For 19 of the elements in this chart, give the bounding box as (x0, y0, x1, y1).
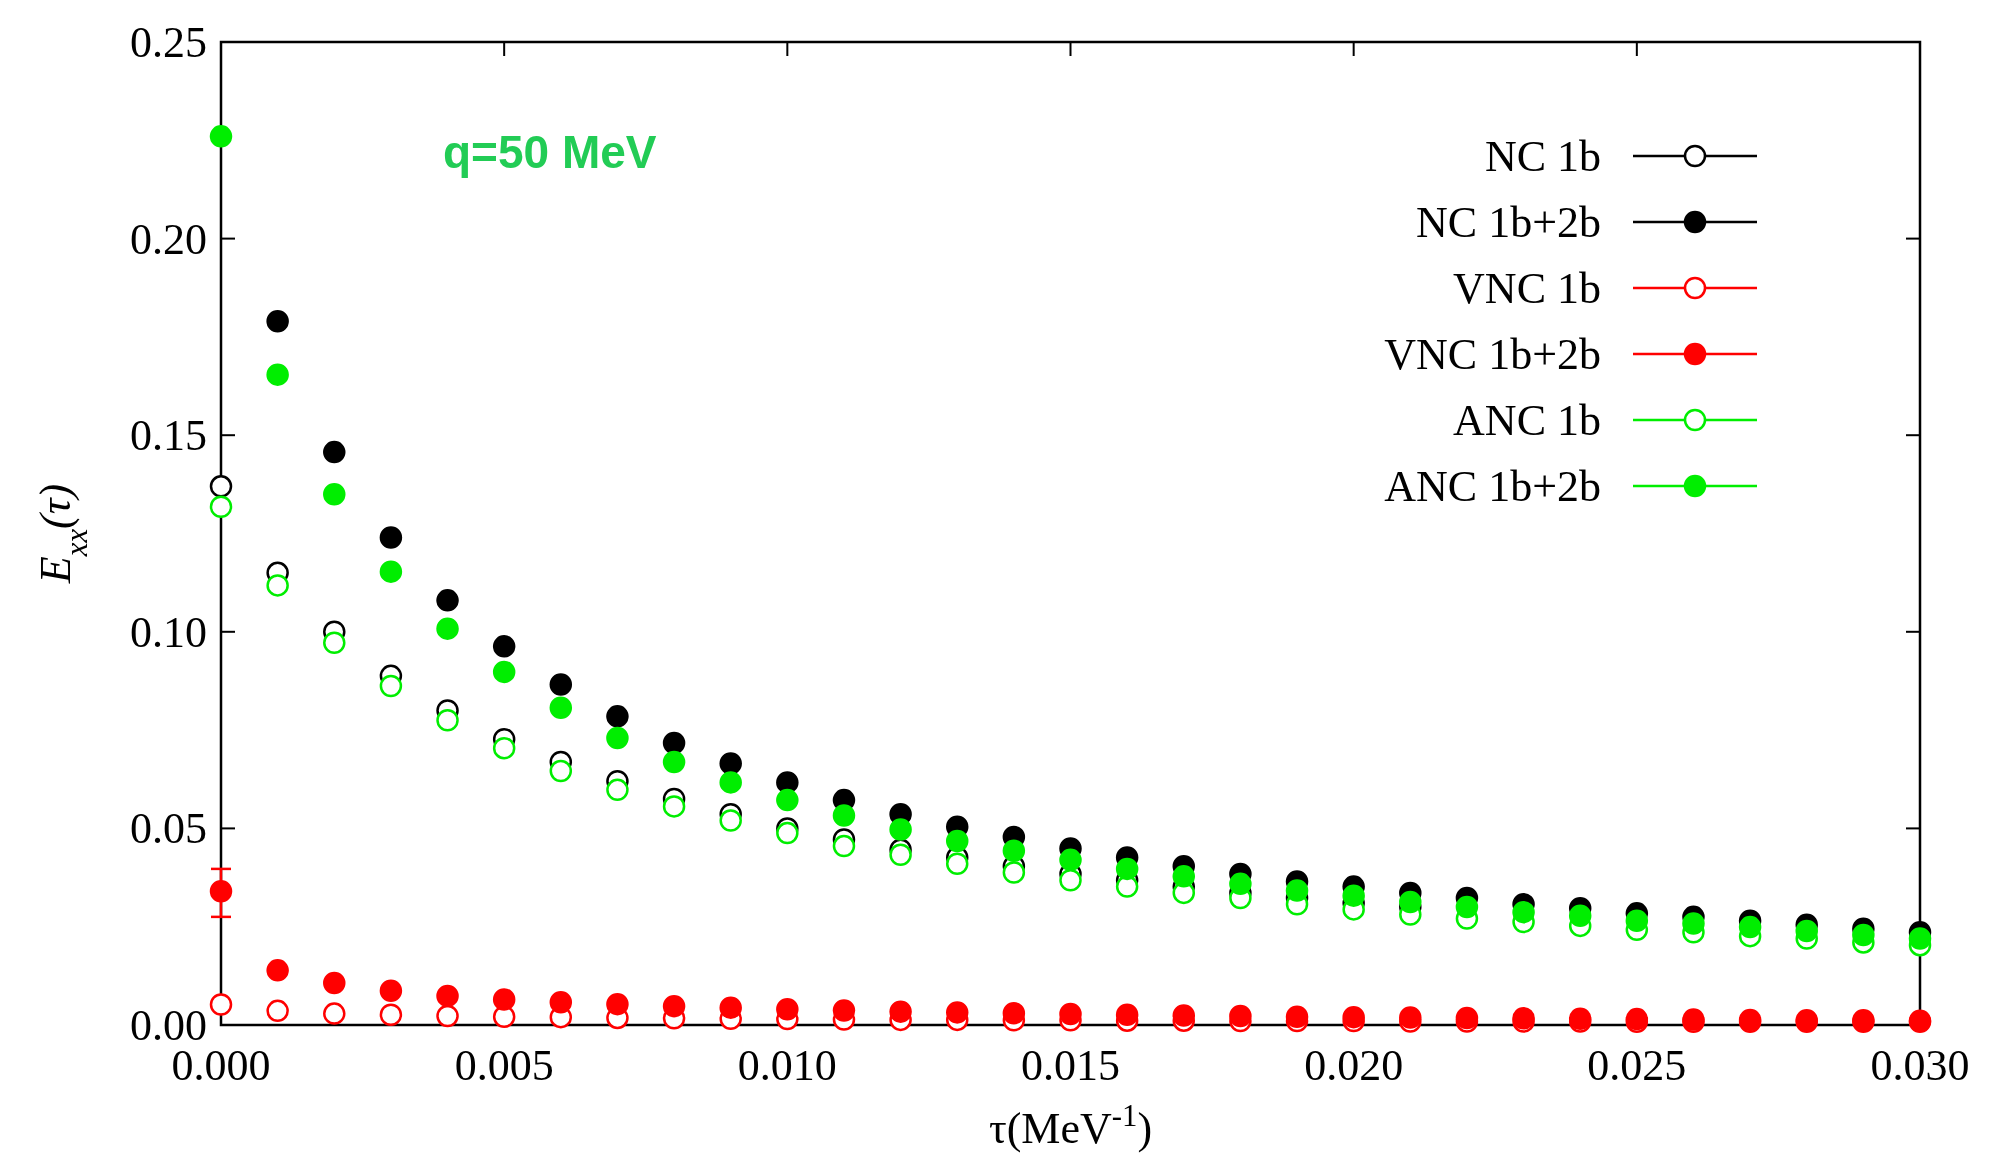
legend-label: ANC 1b (1453, 396, 1601, 445)
x-tick-label: 0.015 (1021, 1041, 1120, 1090)
legend-label: VNC 1b+2b (1384, 330, 1601, 379)
legend-label: NC 1b (1484, 132, 1601, 181)
y-tick-label: 0.20 (130, 214, 207, 264)
annotation: q=50 MeV (443, 126, 657, 178)
x-tick-label: 0.025 (1587, 1041, 1687, 1090)
y-tick-label: 0.15 (130, 411, 207, 461)
x-axis-title: τ(MeV$^{-1}$) (988, 1099, 1153, 1153)
y-tick-label: 0.10 (130, 607, 207, 657)
y-tick-label: 0.25 (130, 18, 207, 67)
x-tick-label: 0.030 (1870, 1041, 1970, 1090)
legend-label: ANC 1b+2b (1384, 462, 1601, 511)
x-tick-label: 0.005 (454, 1041, 554, 1090)
x-tick-label: 0.020 (1304, 1041, 1404, 1090)
y-tick-label: 0.05 (130, 804, 207, 854)
legend-label: VNC 1b (1453, 264, 1601, 313)
x-tick-label: 0.010 (737, 1041, 837, 1090)
legend-label: NC 1b+2b (1416, 198, 1601, 247)
